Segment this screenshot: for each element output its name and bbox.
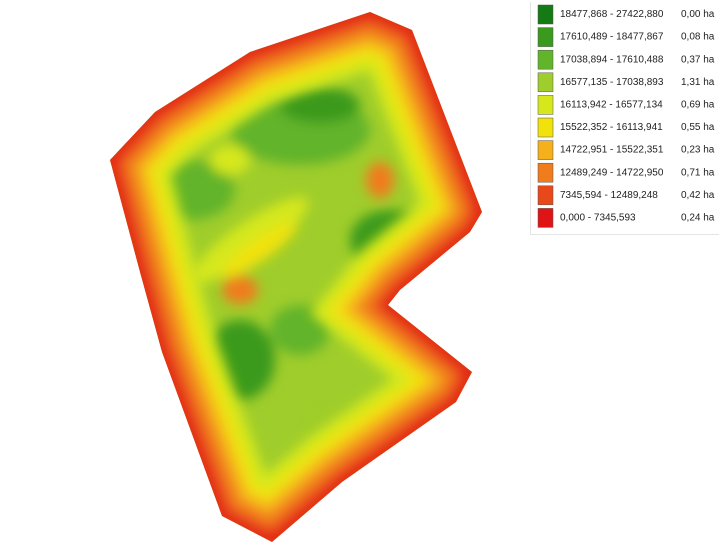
legend-range: 12489,249 - 14722,950 — [560, 167, 664, 178]
legend-area: 0,42 ha — [681, 190, 715, 201]
legend-area: 0,23 ha — [681, 145, 715, 156]
legend-area: 0,24 ha — [681, 213, 715, 224]
legend-range: 0,000 - 7345,593 — [560, 213, 636, 224]
legend-area: 0,71 ha — [681, 167, 715, 178]
yield-zones — [110, 12, 482, 542]
legend-area: 0,00 ha — [681, 9, 715, 20]
legend: 18477,868 - 27422,880 0,00 ha 17610,489 - … — [530, 2, 719, 235]
legend-area: 0,08 ha — [681, 32, 715, 43]
legend-swatch — [537, 49, 554, 70]
legend-area: 0,55 ha — [681, 122, 715, 133]
legend-range: 15522,352 - 16113,941 — [560, 122, 663, 133]
legend-swatch — [537, 27, 554, 47]
legend-swatch — [537, 162, 554, 183]
legend-range: 17038,894 - 17610,488 — [560, 54, 664, 65]
legend-swatch — [537, 208, 554, 228]
legend-range: 14722,951 - 15522,351 — [560, 145, 664, 156]
legend-range: 18477,868 - 27422,880 — [560, 9, 664, 20]
legend-swatch — [537, 117, 554, 138]
legend-range: 16113,942 - 16577,134 — [560, 100, 663, 111]
legend-range: 7345,594 - 12489,248 — [560, 190, 658, 201]
legend-range: 16577,135 - 17038,893 — [560, 77, 664, 88]
field-map — [110, 12, 482, 542]
legend-swatch — [537, 185, 554, 206]
legend-area: 1,31 ha — [681, 77, 715, 88]
legend-area: 0,69 ha — [681, 100, 715, 111]
legend-swatch — [537, 4, 554, 25]
legend-swatch — [537, 72, 554, 93]
legend-range: 17610,489 - 18477,867 — [560, 32, 664, 43]
legend-area: 0,37 ha — [681, 54, 715, 65]
legend-swatch — [537, 140, 554, 160]
legend-swatch — [537, 95, 554, 115]
